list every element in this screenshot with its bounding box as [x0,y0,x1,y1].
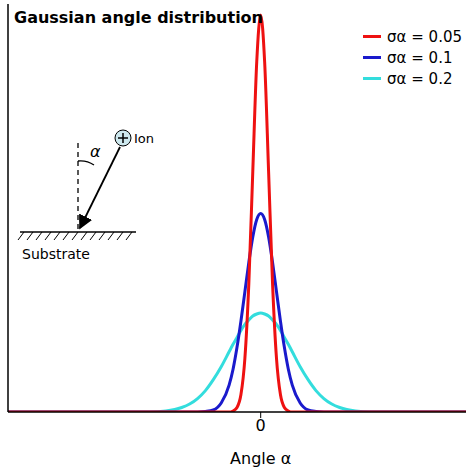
svg-text:0: 0 [256,416,266,435]
html-text:σα = 0.05: σα = 0.05 [387,27,462,46]
html-text:Gaussian angle distribution: Gaussian angle distribution [14,8,263,27]
svg-text:α: α [90,142,101,161]
svg-text:Angle α: Angle α [230,449,291,468]
svg-text:Substrate: Substrate [22,246,90,262]
svg-text:Ion: Ion [134,131,154,146]
html-text:σα = 0.2: σα = 0.2 [387,69,453,88]
html-text:σα = 0.1: σα = 0.1 [387,48,453,67]
